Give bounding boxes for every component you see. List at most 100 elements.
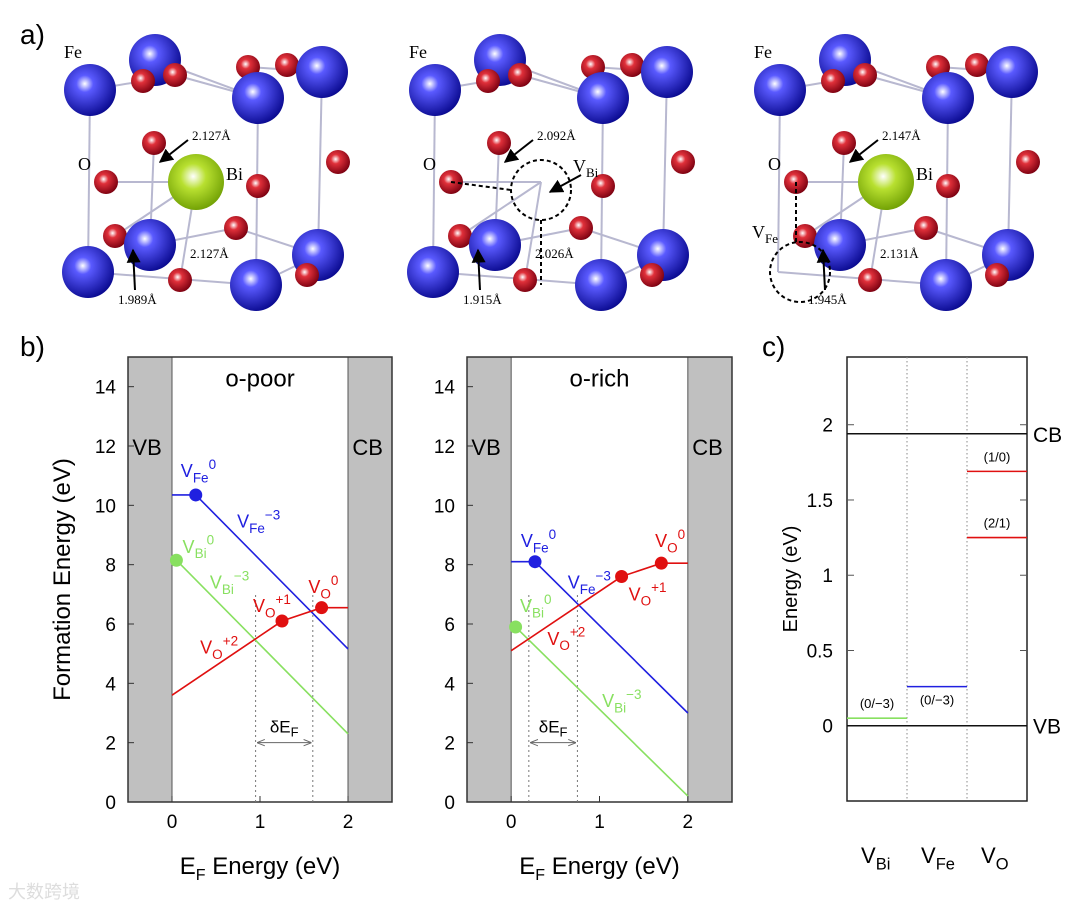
fe-atom [575, 259, 627, 311]
defect-label-sup: 0 [331, 573, 339, 588]
distance-label: 2.131Å [880, 246, 919, 261]
o-atom [131, 69, 155, 93]
vacancy-label: VBi [573, 156, 599, 180]
bond [459, 181, 542, 237]
defect-label-sub: O [559, 638, 570, 653]
distance-arrow [503, 139, 534, 163]
x-axis-title-base: E [180, 853, 196, 880]
valence-band-region [466, 356, 512, 803]
transition-point-V_Fe [189, 488, 203, 502]
defect-label-base: V [210, 572, 222, 592]
defect-label-sup: −3 [265, 507, 280, 522]
transition-level-label: (2/1) [984, 516, 1011, 531]
x-axis-title: EF Energy (eV) [519, 853, 680, 884]
defect-label-sup: −3 [626, 687, 641, 702]
distance-label: 1.945Å [808, 292, 847, 307]
panel-label-b: b) [20, 331, 45, 362]
series-line-V_O [510, 562, 688, 652]
defect-label-sup: +1 [651, 580, 666, 595]
y-tick-label: 6 [444, 615, 455, 636]
category-label-base: V [861, 843, 876, 868]
transition-levels-chart: 0 0.5 1 1.5 2 Energy (eV) CB VB (0/−3) (0/−3) (1/0… [780, 356, 1062, 874]
defect-label: VFe−3 [237, 507, 280, 536]
fe-atom [577, 72, 629, 124]
transition-point-V_O [654, 556, 668, 570]
defect-label-base: V [547, 629, 559, 649]
defect-label: VO0 [308, 573, 338, 602]
defect-label: VBi−3 [602, 687, 641, 716]
o-atom [936, 174, 960, 198]
distance-label: 2.127Å [192, 128, 231, 143]
distance-label: 1.915Å [463, 292, 502, 307]
distance-label: 2.092Å [537, 128, 576, 143]
defect-label-base: V [602, 691, 614, 711]
cb-label: CB [352, 435, 383, 460]
fe-atom [232, 72, 284, 124]
defect-label-base: V [308, 577, 320, 597]
defect-label-sup: +2 [570, 625, 585, 640]
panel-label-a: a) [20, 19, 45, 50]
distance-arrow [848, 139, 879, 163]
o-label: O [78, 154, 91, 174]
transition-level-label: (1/0) [984, 449, 1011, 464]
y-axis-title: Formation Energy (eV) [49, 458, 76, 701]
defect-label-sup: −3 [234, 568, 249, 583]
defect-label-sub: Fe [249, 521, 265, 536]
o-atom [224, 216, 248, 240]
o-label: O [768, 154, 781, 174]
transition-point-V_Bi [509, 620, 523, 634]
bond [317, 71, 323, 256]
bi-vacancy-circle [510, 159, 572, 221]
o-atom [832, 131, 856, 155]
defect-label-base: V [568, 572, 580, 592]
transition-point-V_O [275, 614, 289, 628]
distance-label: 1.989Å [118, 292, 157, 307]
defect-label-sub: Bi [195, 546, 207, 561]
delta-ef-label: δEF [270, 717, 299, 739]
y-tick-label: 12 [95, 437, 116, 458]
o-atom [476, 69, 500, 93]
fe-atom [922, 72, 974, 124]
distance-label: 2.147Å [882, 128, 921, 143]
defect-label-sub: O [667, 540, 678, 555]
transition-point-V_Bi [169, 553, 183, 567]
vacancy-label-base: V [573, 156, 586, 176]
distance-label: 2.026Å [535, 246, 574, 261]
fe-label: Fe [64, 42, 82, 62]
fe-atom [62, 246, 114, 298]
defect-label-sup: +2 [223, 634, 238, 649]
x-axis-title-sub: F [196, 867, 206, 884]
o-atom [94, 170, 118, 194]
category-label: VFe [921, 843, 955, 874]
delta-ef-sub: F [291, 724, 299, 739]
o-atom [295, 263, 319, 287]
defect-label: VO+1 [629, 580, 667, 609]
y-axis-title: Energy (eV) [780, 526, 802, 633]
series-line-V_Bi [175, 559, 349, 735]
bond [432, 89, 436, 273]
x-tick-label: 1 [255, 812, 266, 833]
x-axis-title-rest: Energy (eV) [206, 853, 341, 880]
fe-atom [230, 259, 282, 311]
chart-title: o-rich [569, 366, 629, 393]
crystal-pristine: Fe O Bi 2.127Å 2.127Å 1.989Å [62, 34, 350, 311]
transition-point-V_Fe [528, 555, 542, 569]
distance-arrow [471, 248, 486, 291]
defect-label-sup: 0 [207, 533, 215, 548]
o-atom [513, 268, 537, 292]
fe-atom [409, 64, 461, 116]
x-tick-label: 2 [343, 812, 354, 833]
fe-label: Fe [409, 42, 427, 62]
x-tick-label: 2 [683, 812, 694, 833]
defect-label: VBi−3 [210, 568, 249, 597]
defect-label-sub: O [320, 586, 331, 601]
defect-label: VO+1 [253, 592, 291, 621]
defect-label-sub: O [212, 647, 223, 662]
y-tick-label: 1.5 [807, 491, 833, 512]
fe-atom [814, 219, 866, 271]
o-atom [142, 131, 166, 155]
